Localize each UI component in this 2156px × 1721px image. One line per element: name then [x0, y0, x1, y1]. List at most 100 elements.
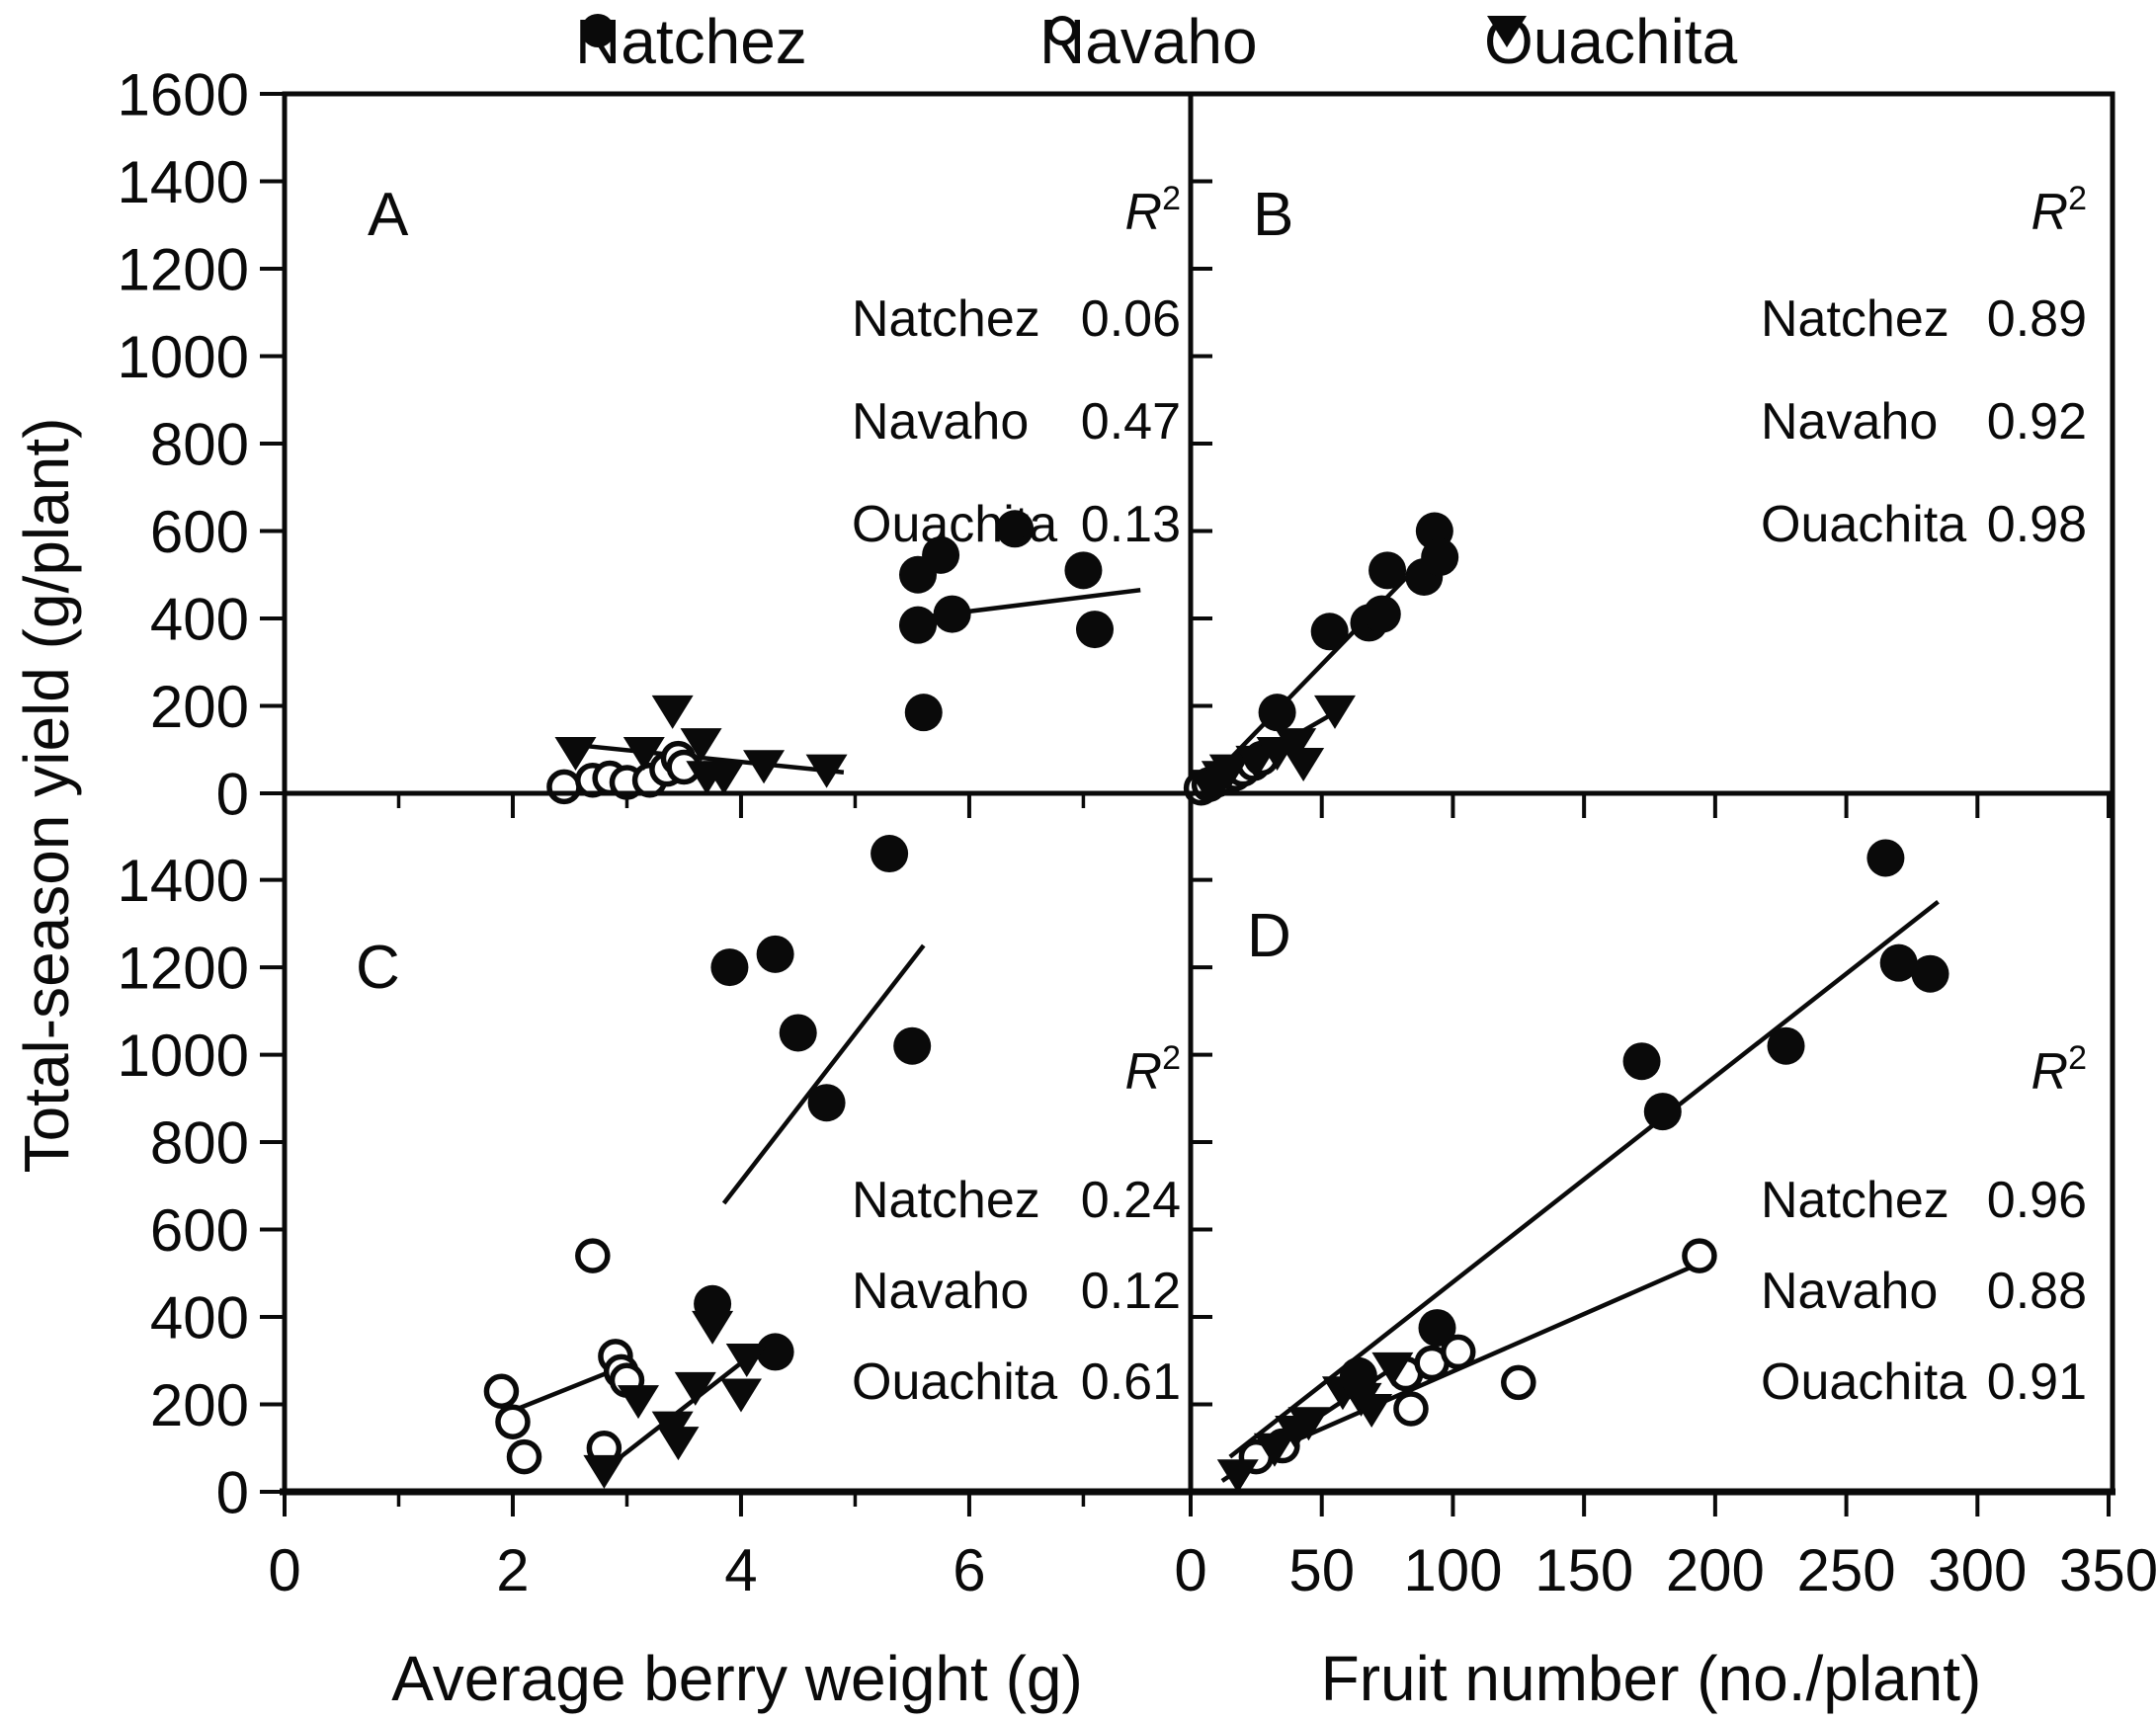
r2-value: 0.88 [1987, 1263, 2087, 1320]
point-D-ouachita [1351, 1393, 1393, 1428]
point-A-natchez [996, 510, 1035, 548]
point-C-navaho [483, 1373, 520, 1409]
panel-letter-D: D [1247, 902, 1291, 970]
point-D-navaho [1393, 1391, 1429, 1427]
r2-series-name: Natchez [852, 290, 1040, 348]
x-tick-label: 0 [268, 1537, 300, 1603]
point-D-ouachita [1216, 1459, 1259, 1494]
point-C-natchez [710, 948, 749, 987]
r2-value: 0.06 [1081, 290, 1181, 348]
point-A-natchez [904, 694, 943, 732]
point-A-ouachita [554, 736, 597, 771]
point-D-natchez [1418, 1309, 1456, 1348]
x-axis-title-left: Average berry weight (g) [391, 1643, 1083, 1714]
point-C-ouachita [583, 1454, 625, 1489]
r2-value: 0.47 [1081, 393, 1181, 451]
point-C-navaho [575, 1238, 611, 1273]
panel-B: B R2 Natchez 0.89 Navaho 0.92 Ouachita 0.98 [1183, 91, 2115, 818]
point-C-ouachita [725, 1344, 768, 1378]
legend-item-navaho: Navaho [1039, 8, 1258, 75]
point-B-ouachita [1208, 754, 1251, 788]
point-C-ouachita [618, 1385, 660, 1420]
point-D-natchez [1879, 943, 1918, 982]
y-tick-label: 200 [150, 1372, 249, 1438]
y-tick-label: 0 [216, 762, 249, 828]
chart-legend: Natchez Navaho Ouachita [0, 0, 2156, 85]
r2-series-name: Natchez [852, 1172, 1040, 1229]
r2-series-name: Ouachita [852, 496, 1057, 553]
point-D-ouachita [1371, 1352, 1414, 1386]
point-D-natchez [1622, 1042, 1661, 1081]
legend-label-ouachita: Ouachita [1484, 6, 1738, 77]
panel-letter-B: B [1253, 181, 1293, 249]
trend-line-C-natchez [721, 943, 926, 1205]
point-C-natchez [871, 835, 909, 873]
point-A-ouachita [680, 728, 722, 763]
y-tick-label: 600 [150, 499, 249, 565]
point-C-ouachita [692, 1310, 734, 1345]
panel-D: 0 50 100 150 200 250 300 350 D R2 Natchez 0.96 Navah… [1174, 790, 2156, 1603]
point-B-ouachita [1235, 745, 1278, 779]
y-tick-label: 600 [150, 1197, 249, 1264]
y-tick-label: 1400 [118, 848, 249, 914]
x-tick-label: 0 [1174, 1537, 1206, 1603]
r2-header-A: R2 [1125, 180, 1181, 241]
point-A-natchez [922, 535, 960, 574]
y-tick-label: 200 [150, 674, 249, 740]
r2-series-name: Natchez [1761, 290, 1949, 348]
point-A-ouachita [703, 761, 745, 795]
y-tick-label: 1000 [118, 1023, 249, 1089]
point-C-ouachita [719, 1378, 762, 1413]
r2-value: 0.96 [1987, 1172, 2087, 1229]
x-tick-label: 2 [496, 1537, 529, 1603]
r2-header-C: R2 [1125, 1039, 1181, 1101]
x-tick-label: 300 [1928, 1537, 2027, 1603]
point-D-natchez [1866, 839, 1905, 877]
point-A-ouachita [805, 754, 848, 788]
x-tick-label: 100 [1403, 1537, 1502, 1603]
point-D-navaho [1501, 1364, 1536, 1401]
r2-value: 0.12 [1081, 1263, 1181, 1320]
point-A-natchez [933, 595, 971, 633]
r2-series-name: Navaho [1761, 1263, 1938, 1320]
x-tick-label: 250 [1797, 1537, 1896, 1603]
point-B-natchez [1421, 538, 1459, 577]
point-A-natchez [898, 606, 937, 644]
x-tick-label: 150 [1534, 1537, 1633, 1603]
r2-series-name: Ouachita [1761, 1353, 1966, 1411]
panel-A: 0 200 400 600 800 1000 1200 1400 1600 A R2 Natchez 0… [118, 62, 1194, 828]
point-C-ouachita [674, 1371, 716, 1406]
point-A-natchez [1075, 611, 1114, 649]
point-D-ouachita [1287, 1407, 1330, 1441]
y-tick-label: 0 [216, 1460, 249, 1526]
r2-series-name: Natchez [1761, 1172, 1949, 1229]
r2-value: 0.98 [1987, 496, 2087, 553]
legend-item-natchez: Natchez [575, 8, 807, 75]
point-C-natchez [893, 1026, 932, 1065]
point-B-natchez [1310, 613, 1349, 651]
point-D-natchez [1643, 1093, 1682, 1131]
r2-header-D: R2 [2032, 1039, 2087, 1101]
y-tick-label: 1000 [118, 324, 249, 390]
r2-series-name: Ouachita [1761, 496, 1966, 553]
x-tick-label: 6 [953, 1537, 985, 1603]
r2-series-name: Ouachita [852, 1353, 1057, 1411]
r2-header-B: R2 [2032, 180, 2087, 241]
x-tick-label: 50 [1288, 1537, 1355, 1603]
point-C-natchez [807, 1084, 846, 1122]
point-C-navaho [495, 1404, 531, 1439]
r2-value: 0.92 [1987, 393, 2087, 451]
y-tick-label: 800 [150, 1110, 249, 1177]
x-tick-label: 4 [724, 1537, 757, 1603]
point-B-ouachita [1275, 728, 1317, 763]
point-D-navaho [1440, 1334, 1476, 1370]
trend-line-A-ouachita [569, 742, 845, 775]
legend-label-navaho: Navaho [1039, 6, 1258, 77]
filled-triangle-icon [1487, 16, 1527, 47]
x-tick-label: 350 [2059, 1537, 2156, 1603]
panel-letter-A: A [368, 181, 409, 249]
r2-value: 0.24 [1081, 1172, 1181, 1229]
